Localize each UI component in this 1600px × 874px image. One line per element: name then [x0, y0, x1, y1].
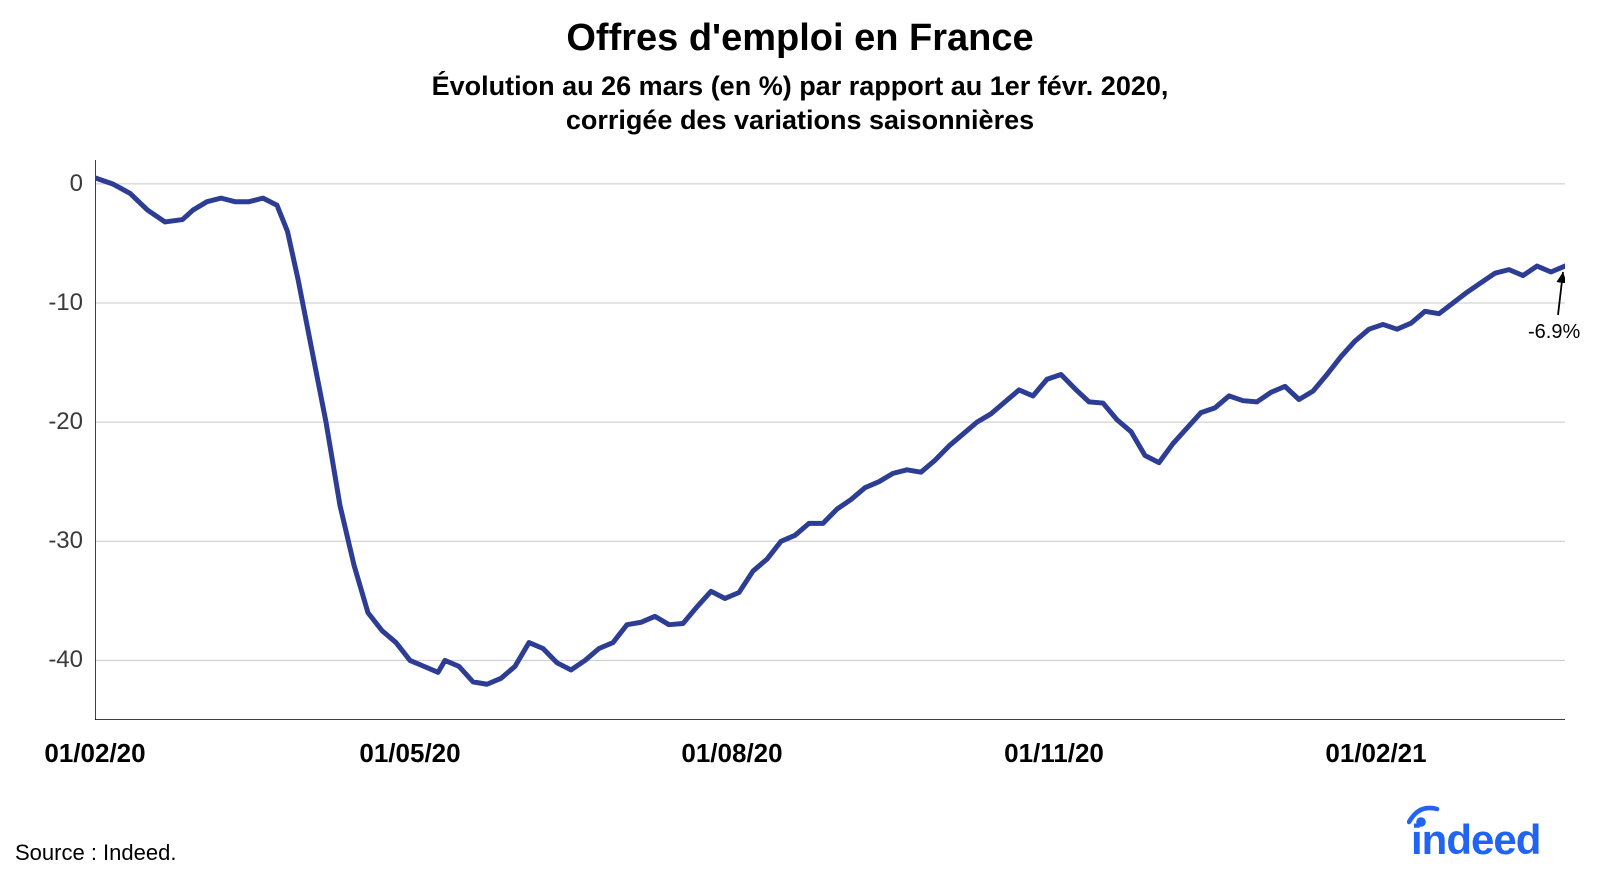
data-line — [95, 178, 1565, 684]
plot-svg — [95, 160, 1565, 720]
chart-subtitle: Évolution au 26 mars (en %) par rapport … — [0, 70, 1600, 138]
chart-title: Offres d'emploi en France — [0, 0, 1600, 60]
y-tick-label: 0 — [70, 170, 95, 198]
logo-text: indeed — [1411, 816, 1540, 862]
x-tick-label: 01/02/20 — [44, 720, 145, 769]
source-text: Source : Indeed. — [15, 840, 176, 866]
plot-area: 0-10-20-30-40 01/02/2001/05/2001/08/2001… — [95, 160, 1565, 720]
x-tick-label: 01/08/20 — [681, 720, 782, 769]
annotation-label: -6.9% — [1528, 321, 1580, 344]
annotation-arrow-icon — [1558, 272, 1563, 315]
y-tick-label: -20 — [48, 408, 95, 436]
x-tick-label: 01/02/21 — [1325, 720, 1426, 769]
y-tick-label: -10 — [48, 289, 95, 317]
x-tick-label: 01/11/20 — [1004, 720, 1104, 769]
chart-container: Offres d'emploi en France Évolution au 2… — [0, 0, 1600, 874]
y-tick-label: -40 — [48, 646, 95, 674]
brand-logo: indeed — [1407, 802, 1582, 862]
y-tick-label: -30 — [48, 527, 95, 555]
x-tick-label: 01/05/20 — [359, 720, 460, 769]
